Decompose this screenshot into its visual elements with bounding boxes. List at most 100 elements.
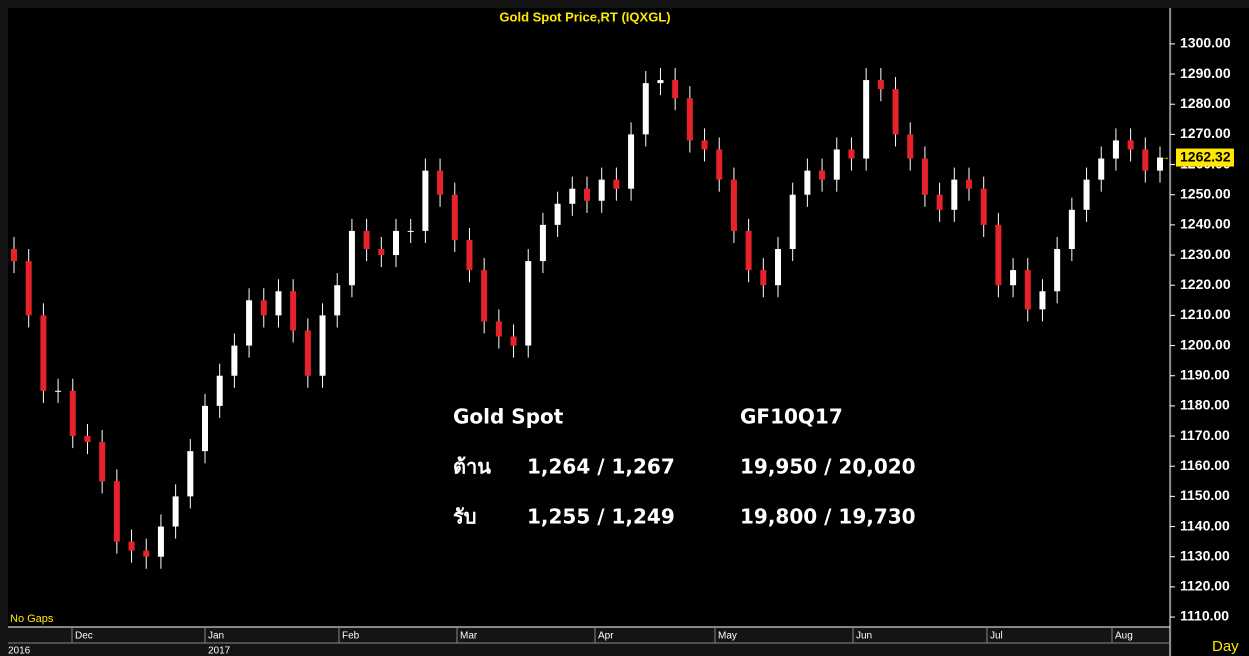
candle-body <box>716 149 723 180</box>
candle-body <box>510 336 517 346</box>
last-price-label: 1262.32 <box>1180 148 1231 164</box>
y-tick-label: 1270.00 <box>1180 125 1231 141</box>
x-tick-label: Jun <box>856 631 872 642</box>
x-tick-label: Dec <box>75 631 93 642</box>
candle-body <box>789 194 796 250</box>
candle-body <box>730 179 737 231</box>
candle-body <box>407 230 414 232</box>
candle-body <box>892 89 899 135</box>
candle-body <box>378 249 385 256</box>
candle-body <box>319 315 326 376</box>
y-tick-label: 1240.00 <box>1180 216 1231 232</box>
x-tick-label: Mar <box>460 631 478 642</box>
candle-body <box>157 526 164 557</box>
annotation-cell: รับ <box>453 505 476 529</box>
y-tick-label: 1220.00 <box>1180 276 1231 292</box>
y-tick-label: 1290.00 <box>1180 65 1231 81</box>
year-label: 2016 <box>8 646 31 656</box>
candle-body <box>40 315 47 391</box>
candle-body <box>863 80 870 159</box>
candle-body <box>745 230 752 271</box>
candle-body <box>1112 140 1119 159</box>
x-tick-label: Aug <box>1115 631 1133 642</box>
annotation-header: GF10Q17 <box>740 405 843 429</box>
candle-body <box>1142 149 1149 171</box>
candle-body <box>216 375 223 406</box>
candle-body <box>231 345 238 376</box>
y-tick-label: 1140.00 <box>1180 517 1230 533</box>
period-label: Day <box>1212 638 1239 655</box>
y-tick-label: 1170.00 <box>1180 427 1230 443</box>
candle-body <box>202 405 208 452</box>
candle-body <box>172 496 179 527</box>
candle-body <box>1068 209 1075 250</box>
y-tick-label: 1200.00 <box>1180 336 1231 352</box>
x-tick-label: Apr <box>598 631 614 642</box>
candle-body <box>55 390 62 392</box>
annotation-cell: 1,255 / 1,249 <box>527 505 675 529</box>
candle-body <box>143 550 150 557</box>
candle-body <box>1039 291 1046 310</box>
year-label: 2017 <box>208 646 231 656</box>
candle-body <box>569 188 576 204</box>
candle-body <box>628 134 635 189</box>
candle-body <box>69 390 76 437</box>
candle-body <box>995 224 1002 286</box>
candle-body <box>584 188 590 201</box>
gap-note: No Gaps <box>10 613 54 625</box>
candle-body <box>1054 249 1061 292</box>
candle-body <box>187 451 194 497</box>
annotation-cell: ต้าน <box>453 455 491 479</box>
plot-area <box>8 8 1170 627</box>
candle-body <box>877 80 884 90</box>
candle-body <box>422 170 429 231</box>
candle-body <box>84 436 91 443</box>
candle-body <box>290 291 297 331</box>
candle-body <box>819 170 826 180</box>
candle-body <box>804 170 811 195</box>
candle-body <box>539 224 546 262</box>
candle-body <box>1157 157 1163 171</box>
x-tick-label: May <box>718 631 737 642</box>
candle-body <box>775 249 781 286</box>
candle-body <box>334 285 341 316</box>
x-tick-label: Jan <box>208 631 224 642</box>
candle-body <box>1024 270 1031 310</box>
candle-body <box>437 170 444 195</box>
candle-body <box>554 203 561 225</box>
x-tick-label: Jul <box>990 631 1003 642</box>
annotation-cell: 19,950 / 20,020 <box>740 455 916 479</box>
candle-body <box>921 158 928 195</box>
candle-body <box>1098 158 1105 180</box>
annotation-header: Gold Spot <box>453 405 564 429</box>
candle-body <box>848 149 855 159</box>
last-price-box <box>1176 148 1234 167</box>
candle-body <box>260 300 267 316</box>
candle-body <box>393 230 399 256</box>
y-tick-label: 1160.00 <box>1180 457 1230 473</box>
candle-body <box>363 230 370 250</box>
y-tick-label: 1130.00 <box>1180 547 1230 563</box>
price-axis-area <box>1172 8 1249 656</box>
candle-body <box>304 330 311 376</box>
candle-body <box>966 179 972 189</box>
candle-body <box>113 481 120 542</box>
candle-body <box>451 194 458 240</box>
candle-body <box>1083 179 1090 210</box>
candle-body <box>907 134 914 159</box>
candle-body <box>760 270 767 286</box>
y-tick-label: 1300.00 <box>1180 35 1231 51</box>
candle-body <box>495 321 502 337</box>
candle-body <box>11 249 17 262</box>
candle-body <box>642 83 649 135</box>
candle-body <box>936 194 943 210</box>
y-tick-label: 1180.00 <box>1180 397 1230 413</box>
y-tick-label: 1210.00 <box>1180 306 1231 322</box>
y-tick-label: 1190.00 <box>1180 366 1230 382</box>
candle-body <box>951 179 958 210</box>
y-tick-label: 1150.00 <box>1180 487 1230 503</box>
candle-body <box>128 541 135 551</box>
y-tick-label: 1120.00 <box>1180 578 1230 594</box>
y-tick-label: 1230.00 <box>1180 246 1231 262</box>
